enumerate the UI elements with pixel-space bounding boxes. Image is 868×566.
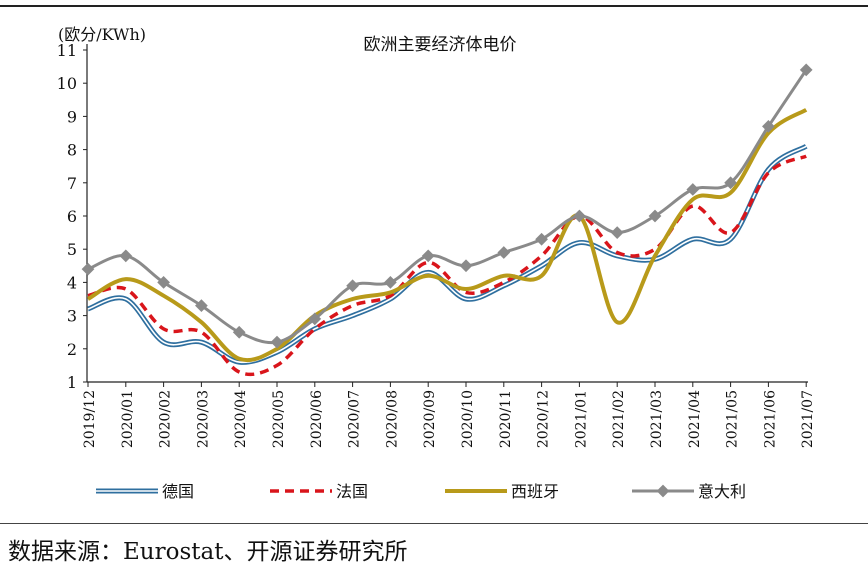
x-tick-label: 2020/06 [309,390,325,448]
x-tick-label: 2020/03 [195,390,211,448]
x-tick-label: 2021/02 [611,390,627,448]
series-3-point [119,249,133,263]
x-tick-label: 2021/05 [725,390,741,448]
series-3-point [232,325,246,339]
x-tick-label: 2020/05 [271,390,287,448]
series-3-point [384,276,397,289]
series-3-point [308,312,322,326]
top-rule [0,5,868,7]
x-tick-label: 2021/03 [649,390,665,448]
series-0-line-inner [87,145,807,364]
x-tick-label: 2020/07 [347,390,363,448]
series-3-point [421,249,435,263]
x-tick-label: 2020/01 [120,390,136,448]
x-tick-label: 2020/11 [498,390,514,448]
series-1-line [87,154,807,377]
series-3-point [459,259,473,273]
x-tick-label: 2020/02 [158,390,174,448]
chart-axes: 1 2 3 4 5 6 7 8 9 10 11 2019/12 2020/01 2020/02 2020/0… [57,41,817,448]
y-tick-label: 6 [67,207,77,226]
series-3-point [346,279,359,293]
y-tick-label: 2 [67,340,77,359]
legend-label-2: 西班牙 [511,482,559,501]
x-tick-label: 2021/01 [573,390,589,448]
x-tick-label: 2021/04 [687,390,703,448]
x-tick-label: 2021/07 [800,390,816,448]
series-2-line [86,108,808,363]
legend-label-0: 德国 [162,482,194,501]
chart-legend: 德国 法国 西班牙 意大利 [96,482,746,501]
y-tick-label: 10 [57,74,77,93]
y-axis-unit-label: (欧分/KWh) [58,25,146,44]
series-3-point [610,226,624,239]
y-tick-label: 4 [67,273,77,292]
chart-title: 欧洲主要经济体电价 [364,35,517,55]
x-tick-label: 2020/04 [233,390,249,448]
series-3-point [81,262,95,276]
x-tick-label: 2020/09 [422,390,438,448]
x-tick-label: 2020/08 [384,390,400,448]
y-tick-label: 7 [67,174,77,193]
legend-symbol-3-marker [656,484,670,498]
bottom-rule [0,523,868,524]
x-tick-label: 2020/12 [536,390,552,448]
y-tick-label: 3 [67,307,77,326]
x-tick-label: 2021/06 [762,390,778,448]
chart-series [81,63,813,377]
y-tick-label: 5 [67,240,77,259]
series-3-point [270,335,284,349]
y-tick-label: 9 [67,107,77,126]
electricity-price-chart: 1 2 3 4 5 6 7 8 9 10 11 2019/12 2020/01 2020/02 2020/0… [57,25,817,501]
series-3-point [195,299,208,313]
series-3-point [535,232,548,246]
y-tick-label: 8 [67,141,77,160]
legend-label-3: 意大利 [698,482,746,501]
series-3-point [686,183,700,196]
series-3-line [87,69,808,345]
x-tick-label: 2020/10 [460,390,476,448]
series-3-point [157,276,170,289]
legend-label-1: 法国 [336,482,368,501]
y-tick-label: 11 [57,41,77,60]
x-tick-label: 2019/12 [82,390,98,448]
series-3-point [497,246,511,259]
y-tick-label: 1 [67,373,77,392]
source-note: 数据来源：Eurostat、开源证券研究所 [8,539,408,565]
